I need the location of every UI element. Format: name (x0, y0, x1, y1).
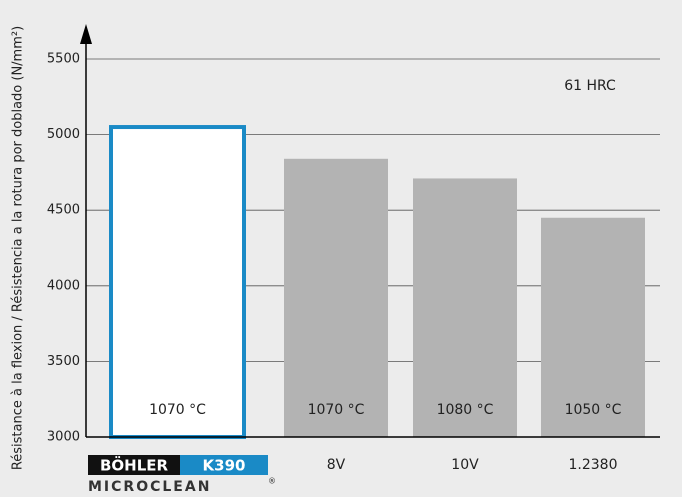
y-axis-label: Résistance à la flexion / Résistencia a … (11, 26, 26, 470)
y-tick-label: 5500 (47, 52, 80, 67)
logo-grade-bg (180, 455, 268, 475)
logo-brand: BÖHLER (100, 456, 169, 475)
y-axis-arrow (80, 24, 92, 44)
logo-grade: K390 (203, 457, 246, 475)
bar (109, 125, 246, 439)
logo-mark: ® (268, 477, 276, 486)
bar (541, 217, 645, 437)
y-tick-label: 4500 (47, 203, 80, 218)
bar (284, 158, 388, 438)
x-tick-label: 10V (451, 457, 479, 473)
y-tick-label: 4000 (47, 278, 80, 293)
bar (413, 178, 517, 437)
y-tick-label: 5000 (47, 127, 80, 142)
logo-brand-bg (88, 455, 180, 475)
annotation: 61 HRC (564, 78, 616, 94)
y-tick-label: 3500 (47, 354, 80, 369)
bar-text: 1070 °C (149, 402, 206, 418)
x-tick-label: 8V (327, 457, 346, 473)
logo-sub: MICROCLEAN (88, 479, 211, 495)
x-tick-label: 1.2380 (569, 457, 618, 473)
bar-text: 1080 °C (437, 402, 494, 418)
bar-text: 1050 °C (565, 402, 622, 418)
y-tick-label: 3000 (47, 430, 80, 445)
bar-text: 1070 °C (308, 402, 365, 418)
